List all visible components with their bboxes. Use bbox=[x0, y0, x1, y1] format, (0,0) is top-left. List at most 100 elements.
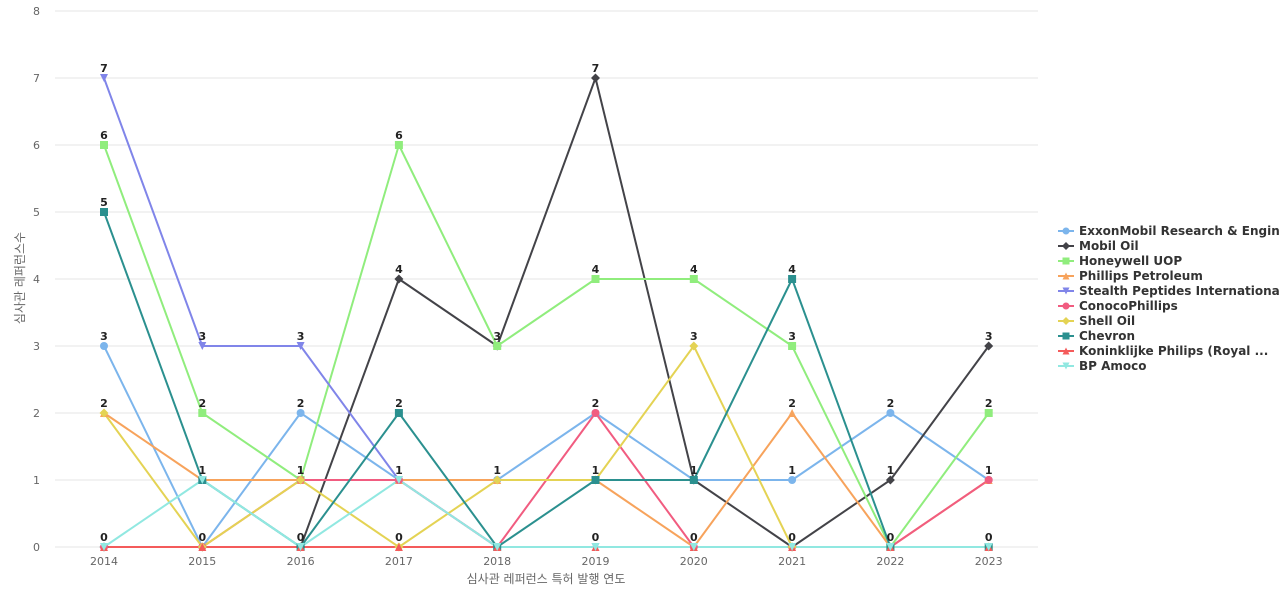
y-tick-label: 4 bbox=[33, 273, 40, 286]
data-point bbox=[788, 275, 797, 283]
data-point bbox=[984, 543, 993, 551]
data-label: 1 bbox=[887, 464, 895, 477]
data-point bbox=[689, 341, 699, 351]
data-point bbox=[296, 342, 305, 350]
data-label: 7 bbox=[592, 62, 600, 75]
data-point bbox=[296, 475, 306, 485]
x-tick-label: 2023 bbox=[975, 555, 1003, 568]
legend-label: Chevron bbox=[1079, 329, 1135, 343]
data-label: 0 bbox=[985, 531, 993, 544]
data-point bbox=[198, 476, 207, 484]
data-label: 4 bbox=[592, 263, 600, 276]
x-axis-title: 심사관 레퍼런스 특허 발행 연도 bbox=[467, 571, 626, 586]
legend-item[interactable]: Phillips Petroleum bbox=[1058, 269, 1203, 283]
series-markers bbox=[99, 73, 994, 552]
data-point bbox=[886, 409, 895, 417]
data-point bbox=[296, 409, 305, 417]
data-label: 1 bbox=[493, 464, 501, 477]
data-point bbox=[689, 476, 698, 484]
data-point bbox=[493, 342, 502, 350]
legend-label: Mobil Oil bbox=[1079, 239, 1139, 253]
y-tick-label: 2 bbox=[33, 407, 40, 420]
data-point bbox=[788, 476, 797, 484]
data-point bbox=[394, 409, 403, 417]
data-label: 4 bbox=[690, 263, 698, 276]
data-label: 0 bbox=[690, 531, 698, 544]
y-tick-label: 0 bbox=[33, 541, 40, 554]
data-point bbox=[198, 409, 207, 417]
data-label: 6 bbox=[395, 129, 403, 142]
data-point bbox=[1062, 302, 1070, 310]
data-label: 4 bbox=[395, 263, 403, 276]
series-line bbox=[103, 144, 990, 548]
legend-item[interactable]: Mobil Oil bbox=[1058, 239, 1139, 253]
data-point bbox=[1062, 227, 1070, 235]
data-point bbox=[885, 475, 895, 485]
data-label: 2 bbox=[100, 397, 108, 410]
data-point bbox=[100, 543, 108, 551]
data-label: 1 bbox=[395, 464, 403, 477]
legend-item[interactable]: Stealth Peptides International bbox=[1058, 284, 1280, 298]
data-point bbox=[886, 543, 895, 551]
data-label: 2 bbox=[198, 397, 206, 410]
data-label: 0 bbox=[887, 531, 895, 544]
legend-item[interactable]: ExxonMobil Research & Engin... bbox=[1058, 224, 1280, 238]
y-tick-label: 8 bbox=[33, 5, 40, 18]
x-tick-label: 2021 bbox=[778, 555, 806, 568]
data-label: 1 bbox=[690, 464, 698, 477]
data-label: 2 bbox=[985, 397, 993, 410]
legend-label: Stealth Peptides International bbox=[1079, 284, 1280, 298]
legend-label: Honeywell UOP bbox=[1079, 254, 1182, 268]
x-tick-label: 2020 bbox=[680, 555, 708, 568]
x-tick-label: 2018 bbox=[483, 555, 511, 568]
y-tick-label: 7 bbox=[33, 72, 40, 85]
data-label: 0 bbox=[592, 531, 600, 544]
legend-item[interactable]: Koninklijke Philips (Royal ... bbox=[1058, 344, 1268, 358]
data-point bbox=[984, 409, 993, 417]
data-point bbox=[591, 543, 600, 551]
x-axis-ticks: 2014 2015 2016 2017 2018 2019 2020 2021 2022 2023 bbox=[90, 555, 1003, 568]
data-point bbox=[1062, 257, 1070, 265]
data-label: 1 bbox=[198, 464, 206, 477]
data-label: 3 bbox=[985, 330, 993, 343]
data-point bbox=[100, 74, 108, 82]
legend-item[interactable]: BP Amoco bbox=[1058, 359, 1147, 373]
data-point bbox=[984, 341, 994, 351]
data-label: 3 bbox=[690, 330, 698, 343]
data-point bbox=[1062, 287, 1070, 295]
series-line bbox=[103, 479, 989, 548]
y-tick-label: 5 bbox=[33, 206, 40, 219]
data-point bbox=[493, 543, 502, 551]
legend-item[interactable]: ConocoPhillips bbox=[1058, 299, 1178, 313]
data-point bbox=[394, 543, 403, 551]
x-tick-label: 2017 bbox=[385, 555, 413, 568]
data-label: 1 bbox=[985, 464, 993, 477]
data-label: 3 bbox=[493, 330, 501, 343]
data-point bbox=[788, 543, 797, 551]
legend-label: ConocoPhillips bbox=[1079, 299, 1178, 313]
data-label: 2 bbox=[592, 397, 600, 410]
data-point bbox=[788, 342, 797, 350]
data-labels: 7 6 5 3 2 0 3 2 1 0 3 2 1 0 6 4 2 1 0 3 1 7 4 2 1 0 4 3 1 0 4 3 2 1 0 2 1 0 3 2… bbox=[100, 62, 993, 544]
legend-item[interactable]: Chevron bbox=[1058, 329, 1135, 343]
data-point bbox=[591, 476, 600, 484]
data-label: 0 bbox=[198, 531, 206, 544]
data-point bbox=[1062, 362, 1070, 370]
data-label: 1 bbox=[297, 464, 305, 477]
data-point bbox=[296, 543, 305, 551]
data-point bbox=[1062, 332, 1070, 340]
data-point bbox=[1062, 317, 1070, 325]
data-label: 6 bbox=[100, 129, 108, 142]
legend-item[interactable]: Honeywell UOP bbox=[1058, 254, 1182, 268]
data-label: 3 bbox=[297, 330, 305, 343]
x-tick-label: 2022 bbox=[876, 555, 904, 568]
y-axis-ticks: 0 1 2 3 4 5 6 7 8 bbox=[33, 5, 40, 554]
data-point bbox=[100, 342, 108, 350]
data-point bbox=[198, 342, 207, 350]
data-label: 0 bbox=[100, 531, 108, 544]
series-line bbox=[103, 211, 989, 548]
legend-item[interactable]: Shell Oil bbox=[1058, 314, 1135, 328]
x-tick-label: 2016 bbox=[287, 555, 315, 568]
data-label: 2 bbox=[788, 397, 796, 410]
x-tick-label: 2019 bbox=[582, 555, 610, 568]
